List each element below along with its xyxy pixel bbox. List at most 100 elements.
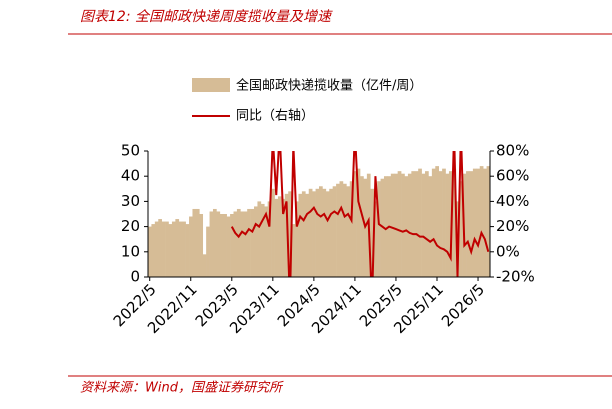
bar: [206, 226, 210, 277]
bar: [404, 176, 409, 277]
bar: [295, 201, 299, 277]
bar: [469, 171, 474, 277]
bar: [199, 214, 204, 277]
bar: [230, 214, 234, 277]
bar: [284, 193, 289, 277]
bar: [349, 181, 354, 277]
bar: [356, 168, 361, 277]
bar: [407, 173, 412, 277]
bar: [236, 208, 241, 277]
bar: [202, 254, 207, 277]
bar: [360, 176, 364, 277]
bar: [308, 188, 313, 277]
legend-label: 全国邮政快递揽收量（亿件/周）: [236, 78, 422, 94]
bar: [486, 166, 491, 277]
bar: [319, 186, 323, 277]
bar: [219, 214, 224, 277]
bar: [411, 171, 416, 277]
bar: [445, 173, 450, 277]
bar: [182, 221, 186, 277]
bar: [342, 183, 347, 277]
bar: [168, 224, 173, 277]
bar: [397, 171, 402, 277]
bar: [442, 168, 446, 277]
bar: [370, 188, 375, 277]
bar: [274, 198, 279, 277]
bar: [414, 171, 419, 277]
bar: [353, 171, 357, 277]
bar: [452, 168, 457, 277]
y-tick-label: 30: [121, 192, 140, 210]
bar: [288, 191, 292, 277]
bar: [226, 216, 231, 277]
bar: [195, 208, 200, 277]
y2-tick-label: 40%: [496, 192, 529, 210]
x-tick-label: 2026/5: [438, 280, 488, 330]
bar: [267, 201, 272, 277]
y2-tick-label: 80%: [496, 142, 529, 160]
y-tick-label: 10: [121, 242, 140, 260]
bar: [425, 171, 429, 277]
bar: [383, 176, 388, 277]
bar: [373, 201, 378, 277]
bar: [254, 206, 258, 277]
y2-tick-label: 0%: [496, 242, 520, 260]
y-tick-label: 50: [121, 142, 140, 160]
bar: [315, 188, 320, 277]
y-tick-label: 40: [121, 167, 140, 185]
bar: [332, 186, 337, 277]
bar: [189, 216, 193, 277]
bar: [305, 193, 310, 277]
bar: [212, 208, 217, 277]
bar: [322, 188, 327, 277]
bar: [346, 186, 351, 277]
bar: [394, 173, 398, 277]
bar: [240, 211, 245, 277]
bar: [281, 198, 286, 277]
bar: [431, 168, 436, 277]
y-tick-label: 20: [121, 217, 140, 235]
bar: [151, 224, 156, 277]
bar: [325, 191, 330, 277]
bar: [291, 224, 296, 277]
chart-title: 图表12: 全国邮政快递周度揽收量及增速: [80, 9, 333, 25]
bar: [175, 219, 180, 277]
bar: [161, 221, 166, 277]
y2-tick-label: 60%: [496, 167, 529, 185]
legend-label: 同比（右轴）: [236, 109, 314, 124]
bar: [459, 181, 463, 277]
bar: [421, 173, 426, 277]
bar: [438, 171, 443, 277]
bar: [312, 191, 316, 277]
bar: [185, 224, 190, 277]
bar: [377, 181, 381, 277]
bar: [483, 168, 487, 277]
bar: [476, 168, 481, 277]
bar: [298, 193, 303, 277]
bar: [466, 171, 470, 277]
bar: [158, 219, 162, 277]
legend-swatch: [192, 78, 230, 92]
bar: [401, 173, 405, 277]
bar: [336, 183, 340, 277]
y2-tick-label: 20%: [496, 217, 529, 235]
bar: [192, 208, 197, 277]
bar: [479, 166, 484, 277]
bar: [271, 188, 275, 277]
source: 资料来源：Wind，国盛证券研究所: [80, 380, 284, 396]
bar: [148, 226, 152, 277]
y-tick-label: 0: [130, 268, 140, 286]
line: [230, 151, 490, 277]
bar: [223, 214, 227, 277]
bar: [428, 176, 433, 277]
bar: [277, 196, 282, 277]
bar: [390, 173, 395, 277]
bar: [435, 166, 439, 277]
bar: [243, 211, 248, 277]
bar: [250, 208, 255, 277]
bar: [339, 181, 344, 277]
bar: [247, 208, 251, 277]
bar: [165, 221, 169, 277]
bar: [472, 168, 477, 277]
